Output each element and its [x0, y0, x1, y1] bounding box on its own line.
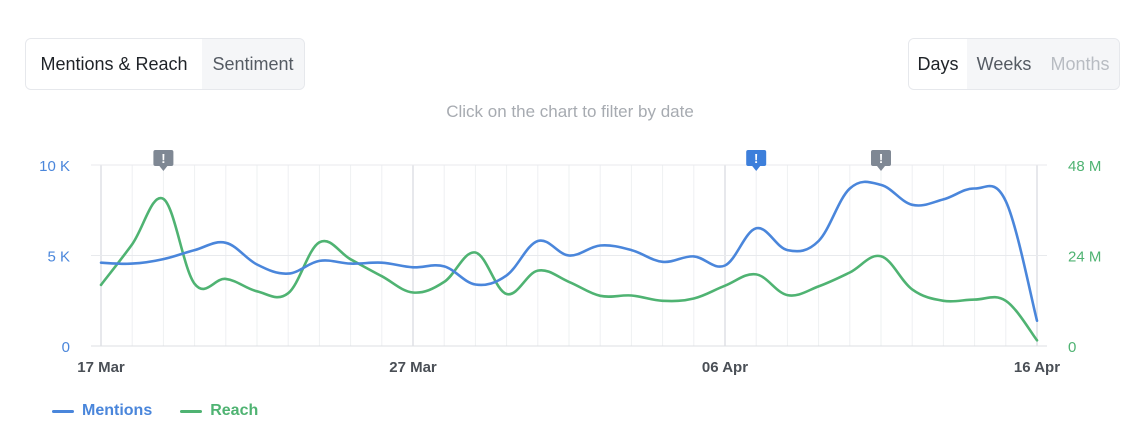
chart-hint: Click on the chart to filter by date	[446, 102, 694, 121]
alert-marker-pointer	[877, 166, 885, 171]
y-right-tick-label: 24 M	[1068, 249, 1101, 266]
series-line-reach	[99, 196, 1039, 342]
alert-marker-label: !	[754, 151, 758, 166]
alert-marker-pointer	[159, 166, 168, 171]
period-weeks-button[interactable]: Weeks	[967, 39, 1041, 89]
alert-marker-icon	[871, 150, 891, 166]
y-left-tick-label: 5 K	[47, 249, 70, 266]
chart-legend: Mentions Reach	[52, 402, 258, 420]
legend-item-reach[interactable]: Reach	[180, 402, 258, 420]
tab-mentions-reach[interactable]: Mentions & Reach	[26, 39, 202, 89]
period-days-button[interactable]: Days	[909, 39, 967, 89]
legend-swatch-reach	[180, 409, 203, 413]
legend-label-mentions: Mentions	[82, 402, 153, 419]
x-tick-label: 16 Apr	[1014, 359, 1060, 376]
period-toggle-group: Days Weeks Months	[908, 38, 1120, 90]
y-right-tick-label: 48 M	[1068, 158, 1101, 175]
period-months-button[interactable]: Months	[1041, 39, 1119, 89]
x-tick-label: 17 Mar	[77, 359, 125, 376]
series-line-mentions	[99, 180, 1039, 322]
alert-marker-icon	[153, 150, 174, 166]
alert-marker-icon	[746, 150, 767, 166]
mentions-reach-chart[interactable]: 0 5 K 10 K 0 24 M 48 M 17 Mar 27 Mar 06 Apr 16 Ap…	[0, 140, 1140, 380]
alert-marker-label: !	[161, 151, 165, 166]
x-tick-label: 27 Mar	[389, 359, 437, 376]
legend-label-reach: Reach	[210, 402, 259, 419]
x-tick-label: 06 Apr	[702, 359, 748, 376]
legend-item-mentions[interactable]: Mentions	[52, 402, 152, 420]
metric-tab-group: Mentions & Reach Sentiment	[25, 38, 305, 90]
legend-swatch-mentions	[52, 409, 74, 413]
y-left-tick-label: 10 K	[39, 158, 70, 175]
tab-sentiment[interactable]: Sentiment	[202, 39, 304, 89]
alert-marker-label: !	[879, 151, 883, 166]
y-left-tick-label: 0	[62, 339, 70, 356]
y-right-tick-label: 0	[1068, 339, 1076, 356]
alert-marker-pointer	[752, 166, 761, 171]
